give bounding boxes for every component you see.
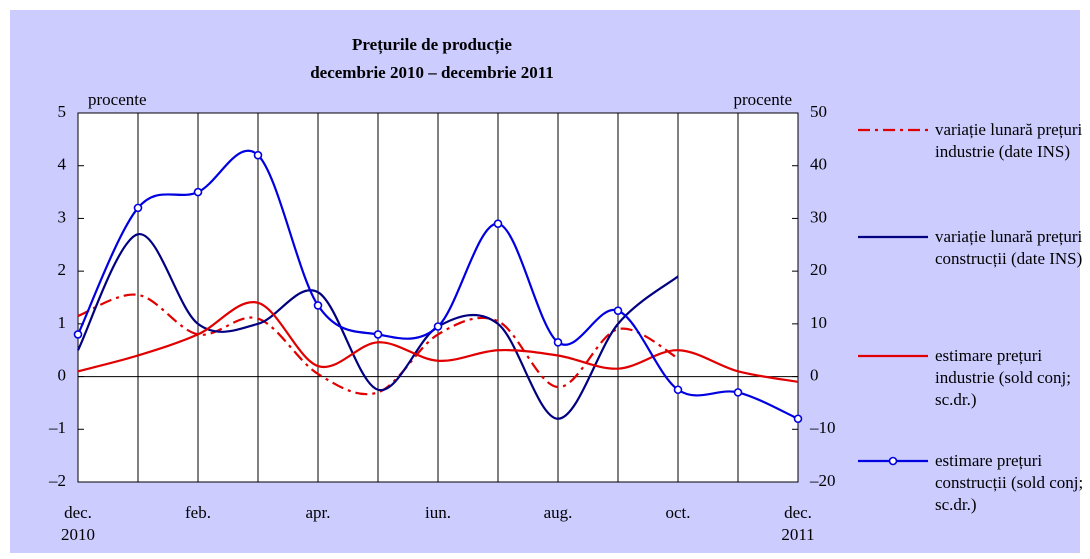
chart-title: Prețurile de producție (352, 35, 512, 55)
marker (733, 388, 743, 397)
y2-axis-label: procente (733, 90, 792, 109)
x-tick-label: oct. (665, 503, 691, 522)
y2-tick-label: 20 (810, 260, 827, 279)
y-tick-label: 0 (58, 365, 67, 384)
y-tick-label: –1 (48, 418, 66, 437)
series-line (77, 233, 679, 420)
legend-label: variație lunară prețuri construcții (dat… (935, 227, 1083, 268)
y2-tick-label: 40 (810, 155, 827, 174)
x-tick-label: apr. (305, 503, 331, 522)
x-tick-label: dec. 2011 (781, 503, 815, 544)
x-tick-label: aug. (543, 503, 573, 522)
x-tick-label: dec. 2010 (61, 503, 95, 544)
marker (673, 385, 683, 395)
marker (373, 330, 383, 339)
marker (73, 330, 83, 339)
x-tick-label: iun. (425, 503, 451, 522)
y2-tick-label: –10 (809, 418, 836, 437)
marker (253, 150, 263, 160)
y2-tick-label: 10 (810, 313, 827, 332)
y-tick-label: 5 (58, 102, 67, 121)
marker (133, 203, 143, 213)
legend-label: estimare prețuri construcții (sold conj;… (935, 451, 1084, 514)
marker (433, 322, 443, 331)
legend-label: variație lunară prețuri industrie (date … (935, 120, 1083, 161)
marker (193, 187, 203, 197)
marker (553, 338, 563, 347)
marker (793, 414, 803, 424)
y2-tick-label: 30 (810, 207, 827, 226)
marker (613, 306, 623, 315)
marker (313, 301, 323, 310)
chart-subtitle: decembrie 2010 – decembrie 2011 (310, 63, 554, 82)
y-axis-label: procente (88, 90, 147, 109)
x-tick-label: feb. (185, 503, 211, 522)
y2-tick-label: –20 (809, 471, 836, 490)
y2-tick-label: 50 (810, 102, 827, 121)
marker (493, 219, 503, 228)
y2-tick-label: 0 (810, 365, 819, 384)
y-tick-label: 3 (58, 207, 67, 226)
y-tick-label: 2 (58, 260, 67, 279)
y-tick-label: –2 (48, 471, 66, 490)
legend-marker (888, 456, 898, 466)
y-tick-label: 1 (58, 313, 67, 332)
legend-label: estimare prețuri industrie (sold conj; s… (935, 346, 1071, 409)
y-tick-label: 4 (58, 155, 67, 174)
series-line (77, 301, 799, 383)
